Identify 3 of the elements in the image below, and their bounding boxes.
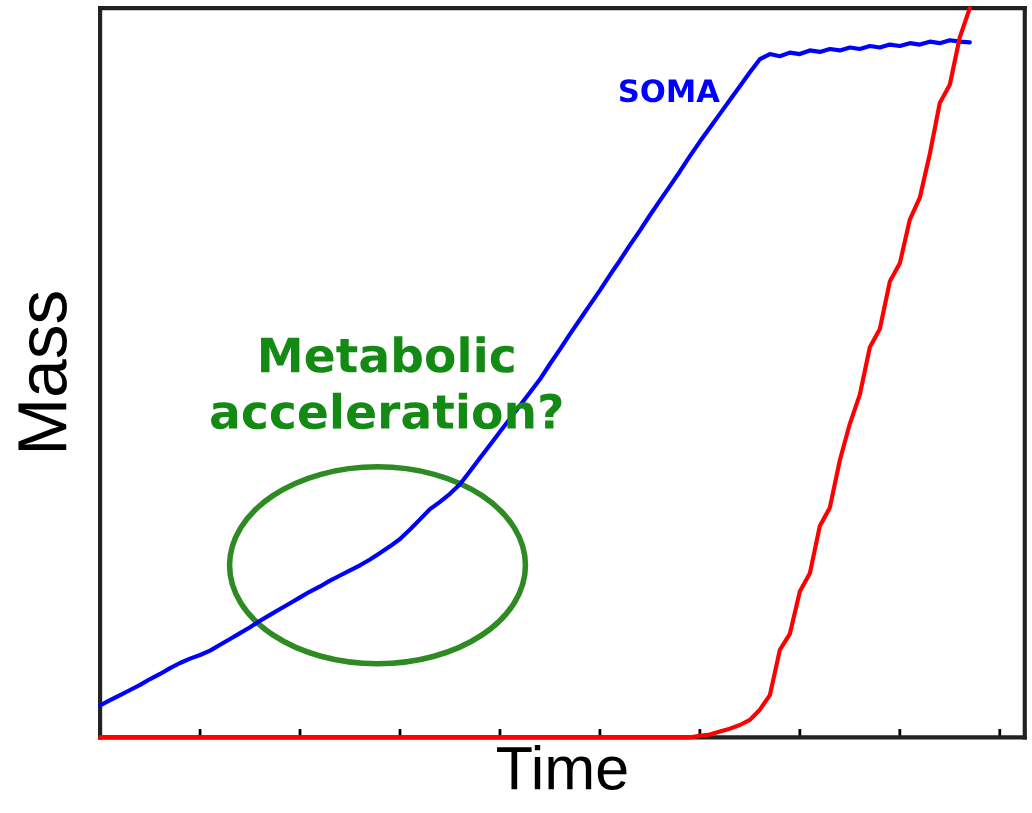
x-axis-title: Time [497, 745, 627, 790]
series-label: SOMA [620, 79, 720, 103]
y-axis-title: Mass [18, 292, 67, 451]
